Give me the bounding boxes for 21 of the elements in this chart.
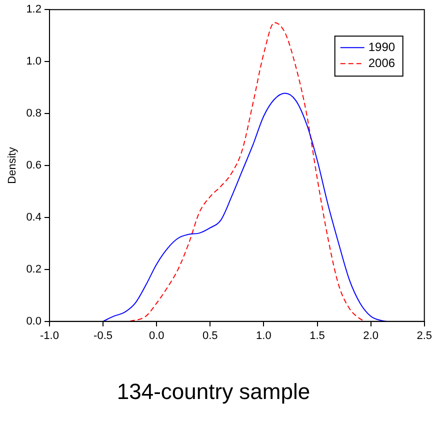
y-tick-label: 1.0	[26, 56, 42, 68]
x-tick-label: 2.0	[363, 330, 378, 342]
x-tick-label: 1.5	[310, 330, 325, 342]
y-tick-label: 0.8	[26, 108, 42, 120]
x-tick-label: -1.0	[40, 330, 59, 342]
line-series	[129, 22, 366, 322]
y-tick-label: 0.4	[26, 212, 42, 224]
x-tick-label: -0.5	[94, 330, 113, 342]
y-tick-label: 0.0	[26, 315, 42, 328]
text: 134-country sample	[116, 378, 310, 404]
x-tick-label: 0.0	[148, 330, 164, 342]
legend-label: 1990	[368, 40, 396, 54]
y-tick-label: 0.6	[26, 160, 42, 172]
line-series	[102, 92, 388, 322]
y-axis-title: Density	[6, 146, 19, 184]
x-tick-label: 2.5	[416, 330, 432, 342]
legend-label: 2006	[368, 56, 396, 70]
x-tick-label: 0.5	[202, 330, 218, 342]
y-tick-label: 1.2	[26, 4, 42, 16]
y-tick-label: 0.2	[26, 263, 42, 276]
x-tick-label: 1.0	[256, 330, 272, 342]
